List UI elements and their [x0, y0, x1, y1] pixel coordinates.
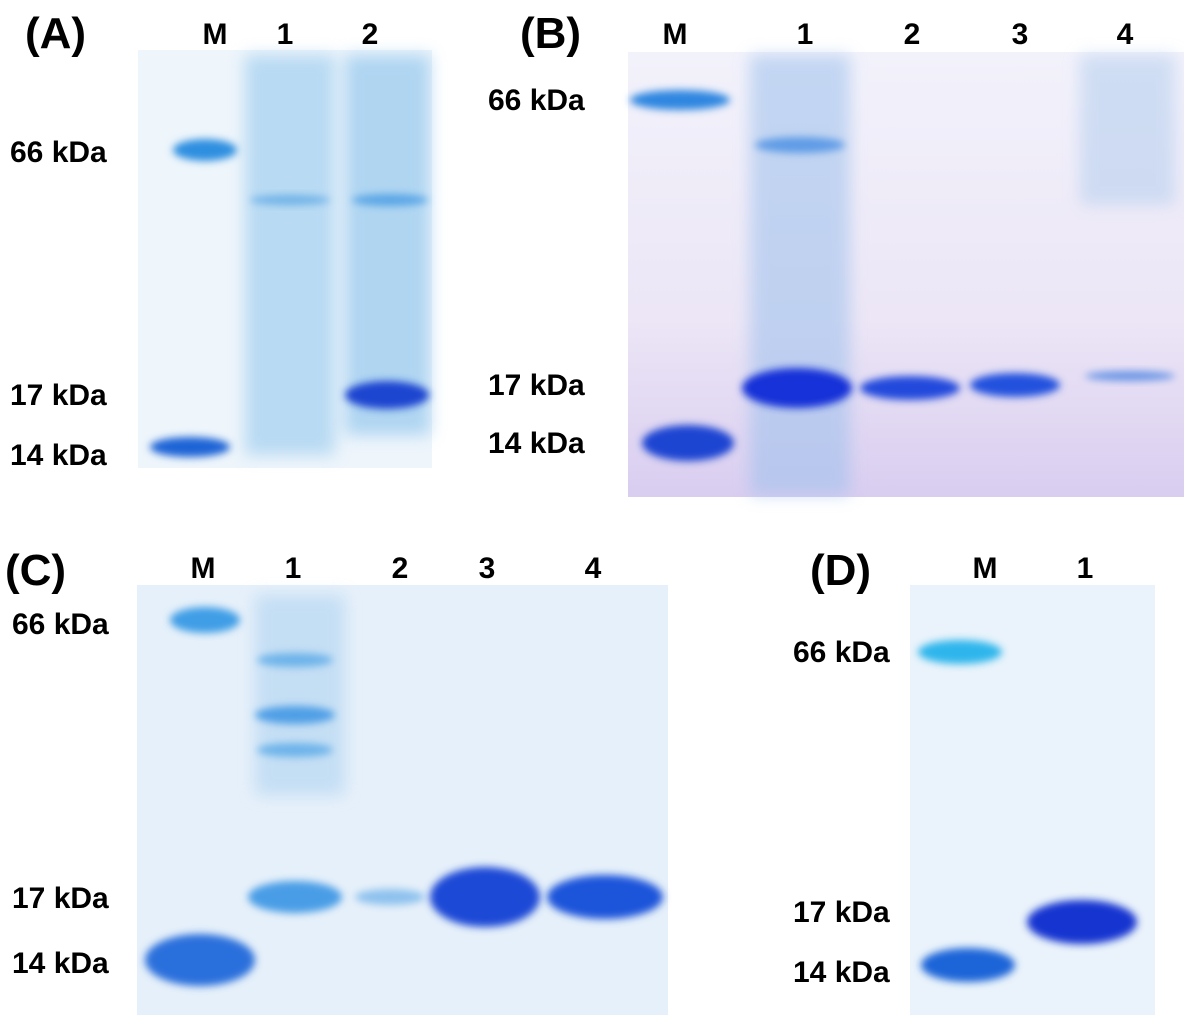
protein-band — [352, 194, 428, 206]
lane-label: 2 — [362, 18, 379, 51]
marker-label: 14 kDa — [10, 439, 107, 472]
lane-label: 1 — [277, 18, 294, 51]
protein-band — [150, 437, 230, 457]
protein-band — [173, 139, 237, 161]
protein-band — [248, 881, 342, 913]
lane-label: 3 — [479, 552, 496, 585]
lane-smear — [255, 595, 345, 795]
protein-band — [1027, 900, 1137, 944]
lane-label: 1 — [797, 18, 814, 51]
protein-band — [255, 706, 335, 724]
protein-band — [547, 875, 663, 919]
protein-band — [970, 373, 1060, 397]
lane-label: M — [191, 552, 216, 585]
protein-band — [257, 653, 333, 667]
lane-label: 1 — [1077, 552, 1094, 585]
lane-label: 3 — [1012, 18, 1029, 51]
marker-label: 17 kDa — [488, 369, 585, 402]
marker-label: 17 kDa — [10, 379, 107, 412]
panel-label: (B) — [520, 9, 581, 58]
protein-band — [755, 137, 845, 153]
marker-label: 66 kDa — [10, 136, 107, 169]
protein-band — [250, 195, 330, 205]
lane-label: 1 — [285, 552, 302, 585]
protein-band — [257, 743, 333, 757]
marker-label: 17 kDa — [12, 882, 109, 915]
marker-label: 66 kDa — [12, 608, 109, 641]
protein-band — [1085, 371, 1175, 381]
lane-label: 2 — [392, 552, 409, 585]
lane-label: M — [663, 18, 688, 51]
marker-label: 66 kDa — [488, 84, 585, 117]
marker-label: 17 kDa — [793, 896, 890, 929]
panel-label: (A) — [25, 9, 86, 58]
lane-smear — [345, 55, 430, 435]
lane-smear — [245, 55, 335, 455]
lane-smear — [750, 55, 850, 495]
marker-label: 14 kDa — [488, 427, 585, 460]
lane-label: 2 — [904, 18, 921, 51]
protein-band — [860, 376, 960, 400]
protein-band — [145, 934, 255, 986]
lane-smear — [1080, 55, 1175, 205]
protein-band — [345, 381, 429, 409]
protein-band — [355, 889, 425, 905]
panel-label: (C) — [5, 546, 66, 595]
protein-band — [430, 867, 540, 927]
protein-band — [918, 640, 1002, 664]
marker-label: 66 kDa — [793, 636, 890, 669]
lane-label: M — [973, 552, 998, 585]
panel-label: (D) — [810, 546, 871, 595]
marker-label: 14 kDa — [12, 947, 109, 980]
lane-label: M — [203, 18, 228, 51]
lane-label: 4 — [1117, 18, 1134, 51]
protein-band — [170, 607, 240, 633]
protein-band — [642, 425, 734, 461]
lane-label: 4 — [585, 552, 602, 585]
figure: (A) M 1 2 66 kDa 17 kDa 14 kDa (B) M 1 2 3 4 66 kDa 17… — [0, 0, 1184, 1020]
protein-band — [630, 90, 730, 110]
marker-label: 14 kDa — [793, 956, 890, 989]
protein-band — [742, 368, 852, 408]
protein-band — [921, 948, 1015, 982]
